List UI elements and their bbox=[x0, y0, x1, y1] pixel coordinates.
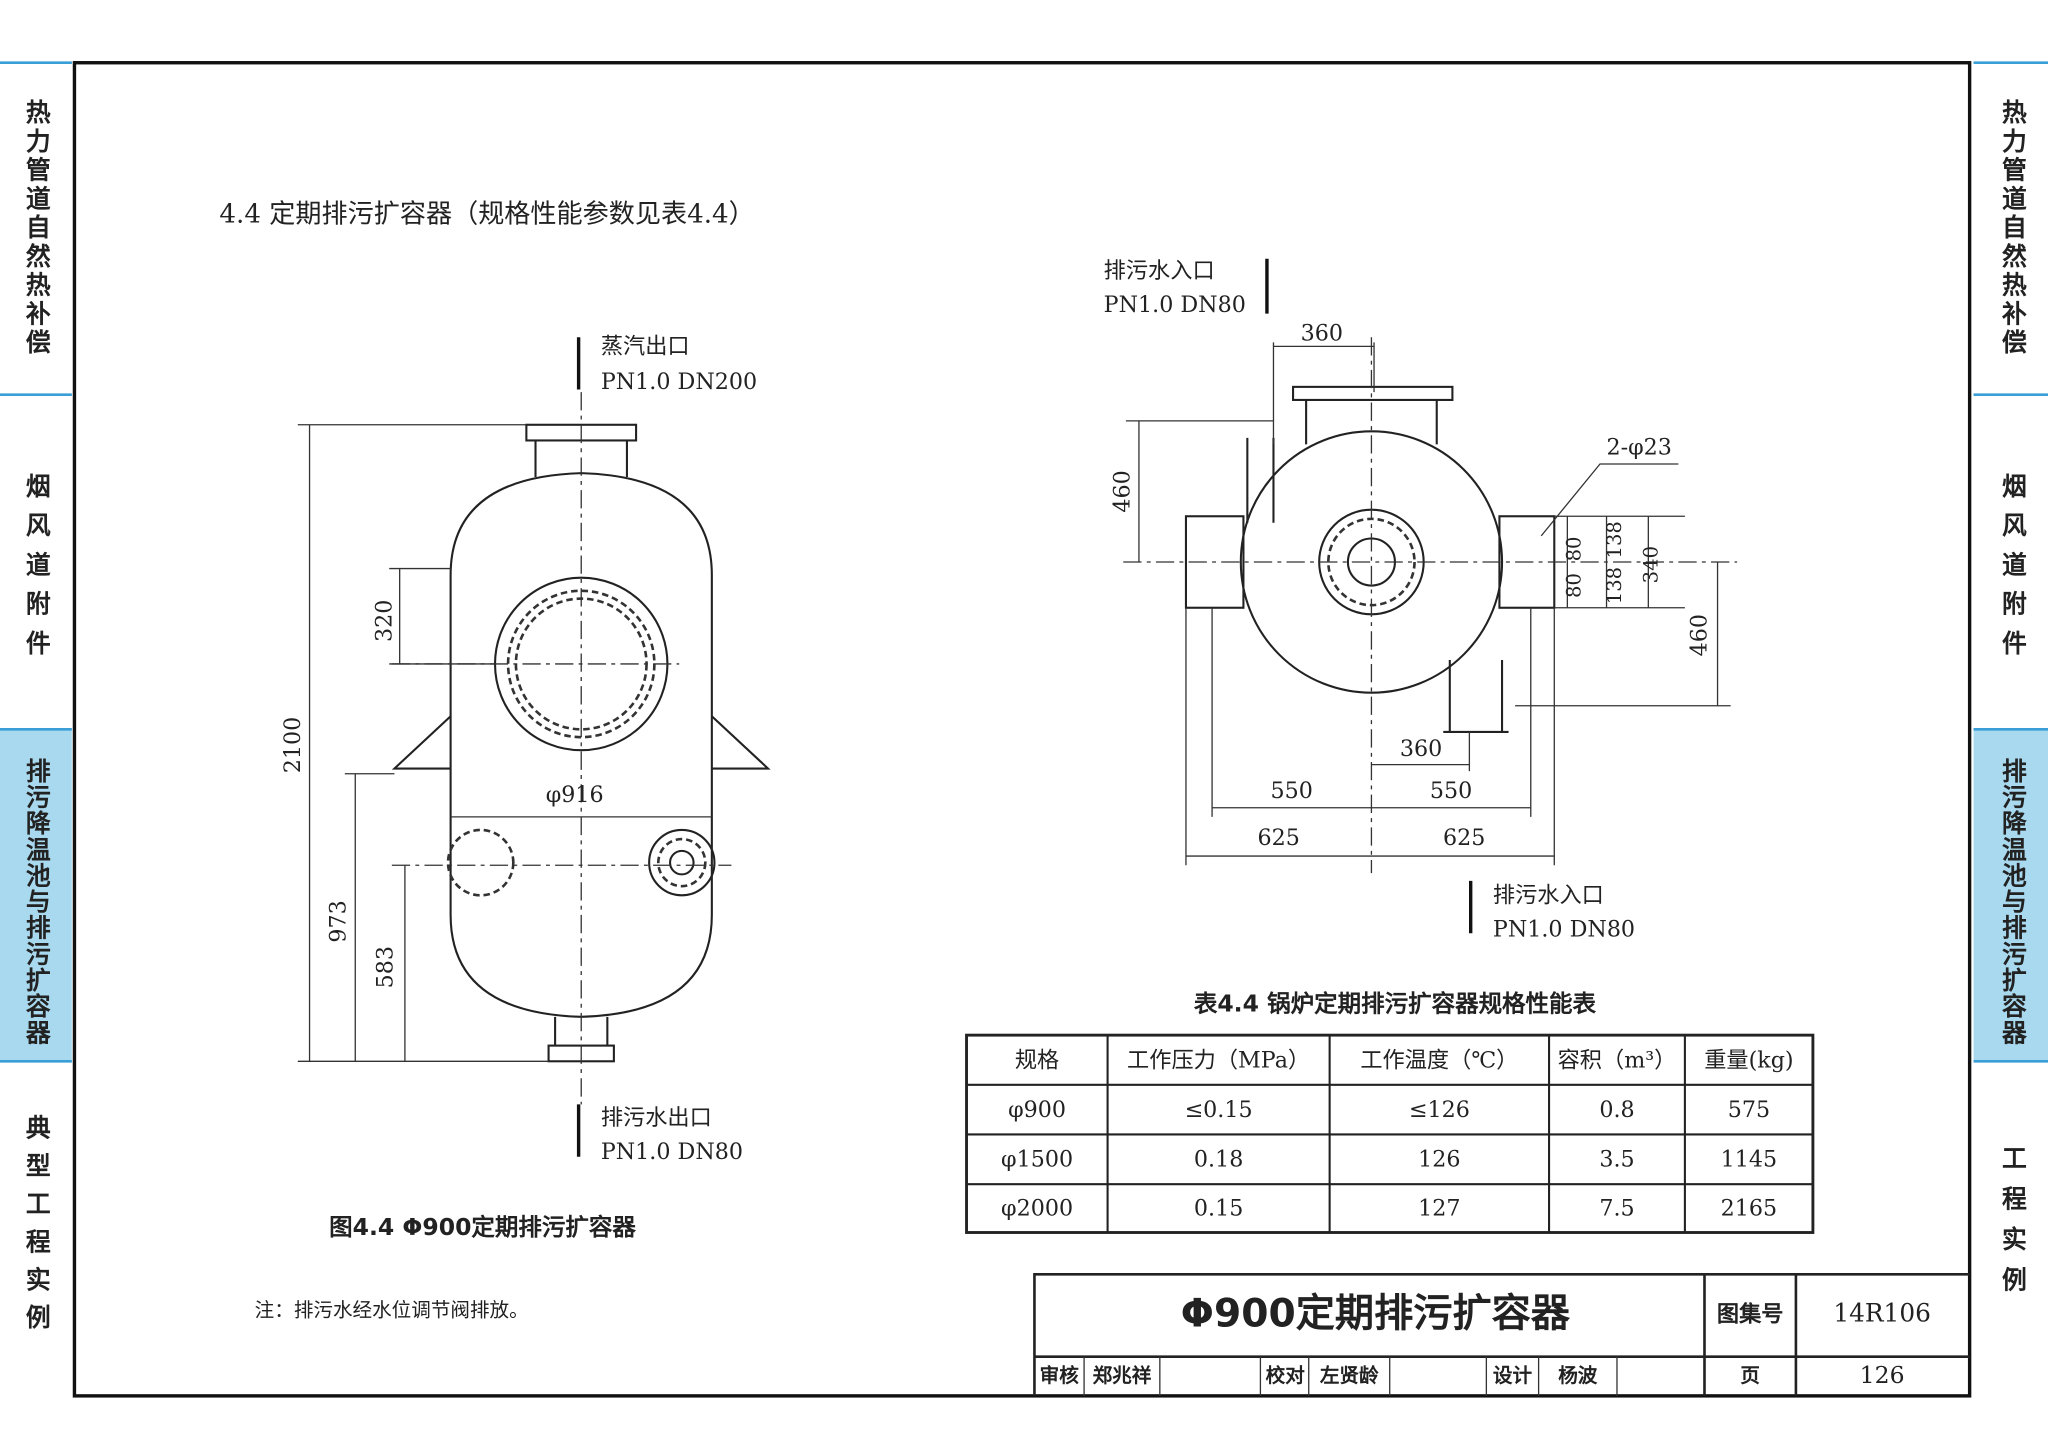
label: 排污水入口 bbox=[1104, 258, 1215, 284]
spec-table: 规格 工作压力（MPa） 工作温度（℃） 容积（m³） 重量(kg) φ900 ≤0.15 ≤… bbox=[965, 1033, 1815, 1234]
dim: 138 bbox=[1603, 521, 1626, 558]
tab[interactable]: 工程实例 bbox=[1998, 1145, 2027, 1307]
header-cell: 规格 bbox=[1015, 1047, 1059, 1073]
label: 审核 bbox=[1040, 1364, 1080, 1387]
tab[interactable]: 热力管道自然热补偿 bbox=[1998, 99, 2027, 358]
dim: 583 bbox=[373, 946, 399, 988]
table-title: 表4.4 锅炉定期排污扩容器规格性能表 bbox=[1194, 990, 1597, 1018]
cell: φ900 bbox=[1008, 1097, 1066, 1123]
label: 设计 bbox=[1493, 1364, 1533, 1387]
cell: φ2000 bbox=[1001, 1196, 1073, 1222]
drawing-title: Φ900定期排污扩容器 bbox=[1181, 1292, 1571, 1337]
tab[interactable]: 烟风道附件 bbox=[22, 473, 51, 669]
name: 左贤龄 bbox=[1320, 1364, 1379, 1387]
label: PN1.0 DN80 bbox=[1493, 917, 1635, 943]
cell: 1145 bbox=[1721, 1147, 1777, 1173]
dim: 80 bbox=[1563, 573, 1586, 598]
page-number: 126 bbox=[1860, 1361, 1905, 1389]
label: 排污水入口 bbox=[1493, 883, 1604, 909]
label: PN1.0 DN80 bbox=[601, 1139, 743, 1165]
active-tab-bg bbox=[0, 729, 72, 1062]
tab[interactable]: 热力管道自然热补偿 bbox=[22, 99, 51, 358]
dim: 625 bbox=[1258, 825, 1300, 851]
header-cell: 容积（m³） bbox=[1558, 1047, 1677, 1073]
cell: φ1500 bbox=[1001, 1147, 1073, 1173]
heading: 4.4 定期排污扩容器（规格性能参数见表4.4） bbox=[219, 200, 754, 230]
dim: 2100 bbox=[280, 717, 306, 774]
label: 蒸汽出口 bbox=[601, 334, 690, 360]
dim: 320 bbox=[371, 600, 397, 642]
right-tabs: 热力管道自然热补偿 烟风道附件 排污降温池与排污扩容器 工程实例 bbox=[1973, 61, 2048, 1307]
dim: 2-φ23 bbox=[1606, 434, 1671, 460]
note: 注：排污水经水位调节阀排放。 bbox=[255, 1298, 529, 1321]
label: 排污水出口 bbox=[601, 1105, 712, 1131]
label: PN1.0 DN200 bbox=[601, 369, 757, 395]
cell: ≤126 bbox=[1409, 1097, 1470, 1123]
label: 图集号 bbox=[1717, 1300, 1784, 1327]
active-tab-bg bbox=[1973, 729, 2048, 1062]
cell: 2165 bbox=[1721, 1196, 1777, 1222]
dim: 360 bbox=[1301, 321, 1343, 347]
label: PN1.0 DN80 bbox=[1104, 292, 1246, 318]
dim: φ916 bbox=[546, 782, 604, 808]
left-tabs: 热力管道自然热补偿 烟风道附件 排污降温池与排污扩容器 典型工程实例 bbox=[0, 61, 72, 1343]
dim: 340 bbox=[1640, 546, 1663, 583]
tab[interactable]: 排污降温池与排污扩容器 bbox=[1998, 758, 2027, 1046]
cell: 7.5 bbox=[1599, 1196, 1634, 1222]
cell: 3.5 bbox=[1599, 1147, 1634, 1173]
tab[interactable]: 典型工程实例 bbox=[22, 1115, 51, 1343]
label: 校对 bbox=[1266, 1364, 1306, 1387]
frame bbox=[72, 61, 1972, 1398]
atlas-number: 14R106 bbox=[1833, 1298, 1931, 1327]
dim: 550 bbox=[1430, 778, 1472, 804]
cell: 575 bbox=[1728, 1097, 1770, 1123]
dim: 625 bbox=[1443, 825, 1485, 851]
header-cell: 工作温度（℃） bbox=[1360, 1047, 1518, 1073]
vessel-elevation bbox=[297, 337, 771, 1157]
tab[interactable]: 排污降温池与排污扩容器 bbox=[22, 758, 51, 1046]
cell: 126 bbox=[1418, 1147, 1460, 1173]
cell: ≤0.15 bbox=[1185, 1097, 1253, 1123]
dim: 360 bbox=[1400, 736, 1442, 762]
header-cell: 重量(kg) bbox=[1704, 1047, 1793, 1073]
title-block bbox=[1033, 1273, 1970, 1396]
dim: 460 bbox=[1687, 614, 1713, 656]
dim: 550 bbox=[1271, 778, 1313, 804]
dim: 80 bbox=[1563, 536, 1586, 561]
cell: 127 bbox=[1418, 1196, 1460, 1222]
dim: 138 bbox=[1603, 567, 1626, 604]
tab[interactable]: 烟风道附件 bbox=[1998, 473, 2027, 669]
label: 页 bbox=[1740, 1364, 1760, 1387]
dim: 460 bbox=[1109, 470, 1135, 512]
dim: 973 bbox=[326, 900, 352, 942]
name: 郑兆祥 bbox=[1093, 1364, 1152, 1387]
header-cell: 工作压力（MPa） bbox=[1127, 1047, 1310, 1073]
name: 杨波 bbox=[1558, 1364, 1598, 1387]
cell: 0.18 bbox=[1194, 1147, 1243, 1173]
figure-caption: 图4.4 Φ900定期排污扩容器 bbox=[329, 1213, 636, 1241]
cell: 0.15 bbox=[1194, 1196, 1243, 1222]
vessel-plan bbox=[1123, 258, 1738, 934]
cell: 0.8 bbox=[1599, 1097, 1634, 1123]
